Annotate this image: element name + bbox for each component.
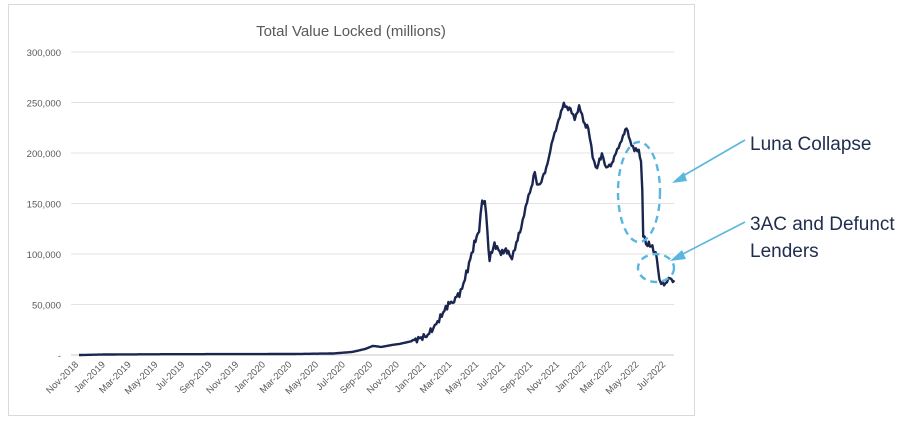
y-tick-label: 300,000	[27, 48, 61, 59]
gridlines	[71, 51, 674, 356]
chart-title: Total Value Locked (millions)	[256, 23, 446, 40]
y-tick-label: -	[58, 351, 61, 362]
3ac-arrow	[674, 221, 746, 259]
y-tick-label: 100,000	[27, 250, 61, 261]
y-tick-label: 200,000	[27, 149, 61, 160]
tvl-line-chart: Total Value Locked (millions) - 50,000 100…	[27, 23, 676, 397]
3ac-annotation-line2: Lenders	[750, 241, 819, 262]
y-tick-label: 50,000	[32, 301, 61, 312]
y-tick-label: 250,000	[27, 99, 61, 110]
3ac-annotation-line1: 3AC and Defunct	[750, 214, 895, 235]
3ac-arrowhead	[670, 250, 686, 261]
3ac-highlight-ellipse	[636, 252, 676, 284]
y-tick-label: 150,000	[27, 200, 61, 211]
luna-collapse-annotation: Luna Collapse	[750, 134, 872, 155]
tvl-series-line	[79, 101, 676, 357]
y-axis-tick-labels: - 50,000 100,000 150,000 200,000 250,000 300,0…	[27, 48, 61, 362]
luna-collapse-arrowhead	[672, 172, 687, 183]
chart-frame: Total Value Locked (millions) - 50,000 100…	[8, 4, 695, 416]
luna-collapse-arrow	[675, 139, 746, 181]
luna-collapse-highlight-ellipse	[616, 140, 662, 244]
